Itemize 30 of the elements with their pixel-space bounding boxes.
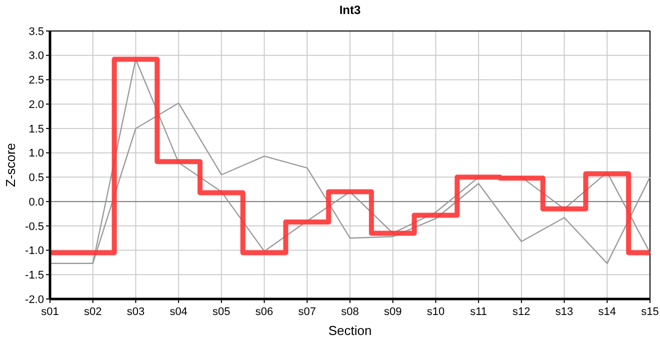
x-tick-label: s13 (555, 306, 574, 318)
x-tick-label: s10 (426, 306, 445, 318)
y-axis-title: Z-score (3, 142, 18, 188)
x-tick-label: s11 (470, 306, 488, 318)
y-tick-label: 3.5 (28, 26, 44, 38)
x-tick-label: s08 (341, 306, 359, 318)
x-tick-label: s03 (126, 306, 145, 318)
y-tick-label: -2.0 (25, 294, 44, 306)
x-tick-label: s04 (170, 306, 188, 318)
chart-title: Int3 (339, 3, 361, 17)
y-tick-label: 1.0 (28, 148, 44, 160)
x-tick-label: s01 (41, 306, 59, 318)
x-tick-label: s06 (255, 306, 274, 318)
x-tick-label: s09 (384, 306, 402, 318)
y-tick-label: 0.5 (28, 172, 44, 184)
x-tick-label: s05 (212, 306, 230, 318)
x-tick-label: s14 (598, 306, 616, 318)
y-tick-label: 0.0 (28, 196, 44, 208)
y-tick-label: -1.0 (25, 245, 44, 258)
y-tick-label: -1.5 (25, 269, 44, 282)
y-tick-label: 3.0 (28, 50, 44, 62)
y-tick-label: -0.5 (25, 220, 44, 233)
x-tick-label: s07 (298, 306, 316, 318)
y-tick-label: 2.0 (28, 98, 44, 111)
y-tick-label: 1.5 (28, 123, 44, 136)
y-tick-label: 2.5 (28, 74, 44, 87)
x-tick-label: s12 (512, 306, 530, 318)
x-axis-title: Section (328, 323, 372, 338)
x-tick-label: s02 (84, 306, 102, 318)
x-tick-label: s15 (641, 306, 659, 318)
